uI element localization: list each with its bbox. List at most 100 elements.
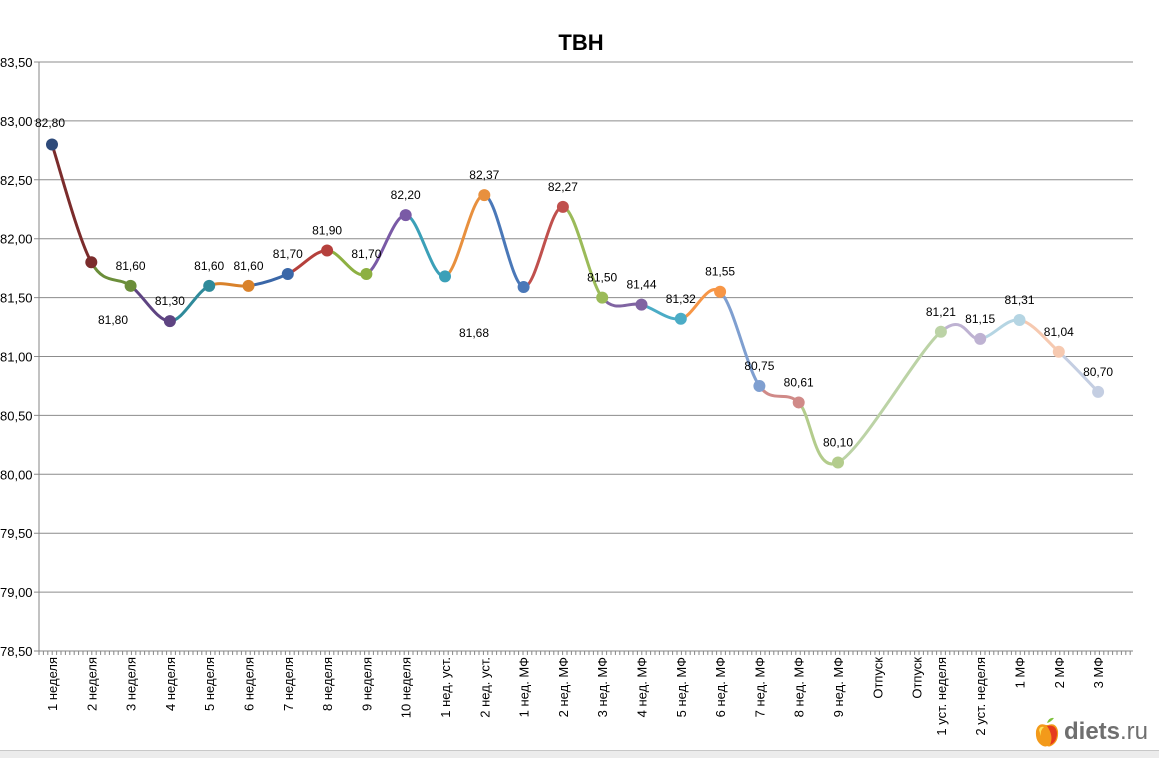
data-point	[714, 285, 727, 298]
series-segment	[364, 213, 408, 276]
x-tick-label: 7 неделя	[281, 657, 296, 711]
data-label: 81,04	[1044, 325, 1074, 339]
series-segment	[640, 303, 683, 321]
x-tick-label: Отпуск	[870, 657, 885, 699]
data-point	[596, 291, 609, 304]
x-tick-label: 6 неделя	[242, 657, 257, 711]
data-point	[517, 280, 530, 293]
x-tick-label: 3 нед. МФ	[595, 657, 610, 717]
data-label: 81,68	[459, 326, 489, 340]
data-point	[85, 256, 98, 269]
series-segment	[718, 290, 761, 388]
data-label: 81,30	[155, 294, 185, 308]
x-tick-label: 5 нед. МФ	[674, 657, 689, 717]
data-point	[163, 315, 176, 328]
x-tick-label: 2 МФ	[1052, 657, 1067, 689]
x-tick-label: 7 нед. МФ	[752, 657, 767, 717]
data-point	[281, 268, 294, 281]
data-label: 80,75	[744, 359, 774, 373]
x-tick-label: 3 МФ	[1091, 657, 1106, 689]
data-point	[974, 332, 987, 345]
series-segment	[247, 272, 290, 288]
data-label: 81,31	[1004, 293, 1034, 307]
data-label: 81,60	[233, 259, 263, 273]
data-label: 81,55	[705, 265, 735, 279]
data-point	[556, 200, 569, 213]
data-point	[635, 298, 648, 311]
y-tick-label: 81,50	[0, 291, 33, 306]
data-label: 82,80	[35, 116, 65, 130]
data-label: 81,32	[666, 292, 696, 306]
x-tick-label: Отпуск	[910, 657, 925, 699]
x-tick-label: 1 МФ	[1013, 657, 1028, 689]
x-tick-label: 4 неделя	[163, 657, 178, 711]
y-tick-label: 80,00	[0, 467, 33, 482]
data-label: 81,60	[116, 259, 146, 273]
y-tick-label: 83,00	[0, 114, 33, 129]
data-label: 81,60	[194, 259, 224, 273]
data-label: 81,21	[926, 305, 956, 319]
data-point	[46, 138, 58, 151]
x-tick-label: 2 нед. уст.	[477, 657, 492, 718]
diets-logo: diets.ru	[1034, 716, 1148, 748]
series-segment	[443, 193, 486, 278]
y-tick-label: 80,50	[0, 408, 33, 423]
series-segment	[797, 400, 840, 466]
data-point	[1013, 313, 1026, 326]
x-tick-label: 2 уст. неделя	[973, 657, 988, 736]
x-tick-label: 4 нед. МФ	[635, 657, 650, 717]
data-point	[674, 312, 687, 325]
x-tick-label: 1 неделя	[45, 657, 60, 711]
series-segment	[404, 213, 447, 278]
data-label: 81,70	[273, 247, 303, 261]
data-point	[934, 325, 947, 338]
y-tick-label: 78,50	[0, 644, 33, 659]
data-label: 82,27	[548, 180, 578, 194]
y-tick-label: 81,00	[0, 350, 33, 365]
series-segment	[836, 330, 943, 465]
chart-title: ТВН	[558, 30, 603, 55]
logo-tld: .ru	[1120, 718, 1149, 745]
data-point	[832, 456, 844, 469]
x-tick-label: 1 уст. неделя	[934, 657, 949, 736]
data-point	[478, 189, 491, 202]
data-point	[203, 279, 216, 292]
data-point	[792, 396, 805, 409]
logo-brand: diets	[1064, 718, 1121, 745]
data-label: 80,10	[823, 436, 853, 450]
apple-icon	[1035, 717, 1059, 747]
y-tick-label: 83,50	[0, 55, 33, 70]
data-point	[399, 209, 412, 222]
data-label: 80,70	[1083, 365, 1113, 379]
x-tick-label: 8 неделя	[320, 657, 335, 711]
y-tick-label: 82,00	[0, 232, 33, 247]
x-tick-label: 9 нед. МФ	[831, 657, 846, 717]
data-point	[439, 270, 451, 283]
x-tick-label: 5 неделя	[202, 657, 217, 711]
x-tick-label: 2 неделя	[84, 657, 99, 711]
y-tick-label: 79,50	[0, 526, 33, 541]
series-segment	[482, 193, 526, 289]
x-tick-label: 1 нед. уст.	[438, 657, 453, 718]
x-tick-label: 6 нед. МФ	[713, 657, 728, 717]
data-label: 81,44	[626, 278, 656, 292]
x-tick-label: 8 нед. МФ	[792, 657, 807, 717]
data-label: 80,61	[784, 375, 814, 389]
x-tick-label: 9 неделя	[359, 657, 374, 711]
series-segment	[522, 205, 565, 289]
bottom-border	[0, 750, 1159, 758]
data-point	[360, 268, 373, 281]
data-point	[124, 279, 137, 292]
data-label: 81,80	[98, 313, 128, 327]
x-tick-label: 10 неделя	[399, 657, 414, 718]
data-label: 82,37	[469, 168, 499, 182]
data-label: 81,70	[351, 247, 381, 261]
data-label: 81,90	[312, 223, 342, 237]
data-label: 82,20	[391, 188, 421, 202]
data-label: 81,50	[587, 271, 617, 285]
data-label: 81,15	[965, 312, 995, 326]
series-segment	[50, 142, 93, 264]
data-point	[1052, 345, 1065, 358]
x-tick-label: 1 нед. МФ	[517, 657, 532, 717]
